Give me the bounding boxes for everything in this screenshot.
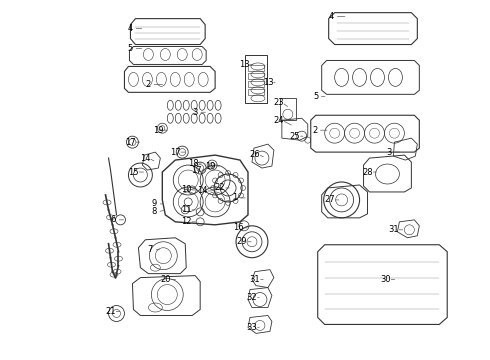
- Text: 24: 24: [273, 116, 284, 125]
- Text: 31: 31: [388, 225, 399, 234]
- Text: 28: 28: [362, 167, 373, 176]
- Text: 2: 2: [146, 80, 151, 89]
- Text: 10: 10: [181, 185, 192, 194]
- Text: 17: 17: [191, 166, 201, 175]
- Text: 15: 15: [128, 167, 139, 176]
- Text: 23: 23: [273, 98, 284, 107]
- Text: 18: 18: [188, 158, 198, 167]
- Text: 12: 12: [181, 217, 192, 226]
- Text: 4: 4: [329, 12, 334, 21]
- Text: 17: 17: [170, 148, 181, 157]
- Bar: [248, 73, 264, 80]
- Text: 21: 21: [105, 307, 116, 316]
- Text: 29: 29: [237, 237, 247, 246]
- Text: 32: 32: [246, 293, 257, 302]
- Text: 1: 1: [232, 193, 238, 202]
- Text: 6: 6: [111, 215, 116, 224]
- Bar: [248, 89, 264, 95]
- Text: 9: 9: [152, 199, 157, 208]
- Bar: [248, 66, 264, 71]
- Text: 31: 31: [249, 275, 260, 284]
- Text: 4: 4: [128, 24, 133, 33]
- Text: 13: 13: [239, 60, 249, 69]
- Text: 25: 25: [290, 132, 300, 141]
- Text: 8: 8: [152, 207, 157, 216]
- Text: 19: 19: [153, 126, 164, 135]
- Text: 26: 26: [249, 150, 260, 159]
- Text: 30: 30: [380, 275, 391, 284]
- Text: 17: 17: [125, 138, 136, 147]
- Text: 27: 27: [324, 195, 335, 204]
- Text: 16: 16: [233, 223, 244, 232]
- Text: 19: 19: [205, 162, 216, 171]
- Text: 5: 5: [128, 44, 133, 53]
- Bar: [245, 55, 267, 103]
- Text: 7: 7: [147, 245, 153, 254]
- Text: 13: 13: [263, 78, 273, 87]
- Text: 14: 14: [197, 186, 207, 195]
- Text: 5: 5: [313, 92, 318, 101]
- Text: 22: 22: [215, 184, 225, 193]
- Text: 20: 20: [160, 275, 171, 284]
- Text: 3: 3: [387, 148, 392, 157]
- Bar: [248, 81, 264, 87]
- Text: 14: 14: [140, 154, 150, 163]
- Text: 3: 3: [193, 108, 198, 117]
- Text: 2: 2: [312, 126, 318, 135]
- Text: 11: 11: [181, 206, 192, 215]
- Bar: [280, 98, 296, 120]
- Text: 33: 33: [246, 323, 257, 332]
